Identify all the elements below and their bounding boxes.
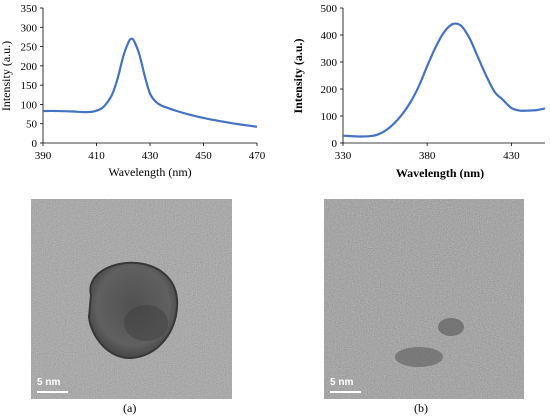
emission-spectrum-a: 0 50 100 150 200 250 300 350 390 410 430 450 470 Wav… xyxy=(0,0,275,190)
y-tick-label: 300 xyxy=(21,22,38,34)
chart-b-axes xyxy=(342,8,545,144)
y-tick-label: 200 xyxy=(321,84,338,96)
x-tick-label: 430 xyxy=(142,150,159,162)
nanoparticle xyxy=(87,261,179,360)
x-tick-label: 470 xyxy=(249,150,266,162)
panel-label-a: (a) xyxy=(123,401,137,415)
chart-a-svg: 0 50 100 150 200 250 300 350 390 410 430 450 470 Wav… xyxy=(0,3,266,179)
y-tick-label: 50 xyxy=(26,119,38,131)
scale-bar-label-b: 5 nm xyxy=(330,377,354,388)
y-tick-label: 500 xyxy=(321,3,338,15)
x-tick-label: 330 xyxy=(335,150,352,162)
y-tick-label: 150 xyxy=(21,80,38,92)
chart-a-y-axis-label: Intensity (a.u.) xyxy=(0,41,13,111)
tem-image-b: 5 nm xyxy=(324,199,524,399)
y-tick-label: 0 xyxy=(332,138,338,150)
x-tick-label: 380 xyxy=(419,150,436,162)
chart-b-svg: 0 100 200 300 400 500 330 380 430 Wavelength (nm… xyxy=(291,3,546,180)
chart-a-series-line xyxy=(42,37,258,128)
chart-b-y-axis-label: Intensity (a.u.) xyxy=(291,38,305,113)
y-tick-label: 100 xyxy=(321,111,338,123)
chart-b-x-axis-label: Wavelength (nm) xyxy=(396,166,484,180)
emission-spectrum-b: 0 100 200 300 400 500 330 380 430 Wavelength (nm… xyxy=(275,0,550,190)
y-tick-label: 200 xyxy=(21,61,38,73)
y-tick-label: 300 xyxy=(321,57,338,69)
scale-bar-label-a: 5 nm xyxy=(37,377,61,388)
y-tick-label: 100 xyxy=(21,99,38,111)
x-tick-label: 390 xyxy=(35,150,52,162)
y-tick-label: 400 xyxy=(321,30,338,42)
panel-label-b: (b) xyxy=(414,401,428,415)
x-tick-label: 430 xyxy=(503,150,520,162)
y-tick-label: 0 xyxy=(32,138,38,150)
x-tick-label: 410 xyxy=(88,150,105,162)
y-tick-label: 350 xyxy=(21,3,38,15)
nanoparticle-cluster xyxy=(395,318,464,367)
x-tick-label: 450 xyxy=(195,150,212,162)
chart-a-x-axis-label: Wavelength (nm) xyxy=(108,165,191,179)
y-tick-label: 250 xyxy=(21,42,38,54)
chart-b-ticks: 0 100 200 300 400 500 330 380 430 xyxy=(321,3,521,162)
chart-a-ticks: 0 50 100 150 200 250 300 350 390 410 430 450 470 xyxy=(21,3,266,162)
tem-image-a: 5 nm xyxy=(31,199,232,399)
chart-b-series-line xyxy=(342,22,546,138)
